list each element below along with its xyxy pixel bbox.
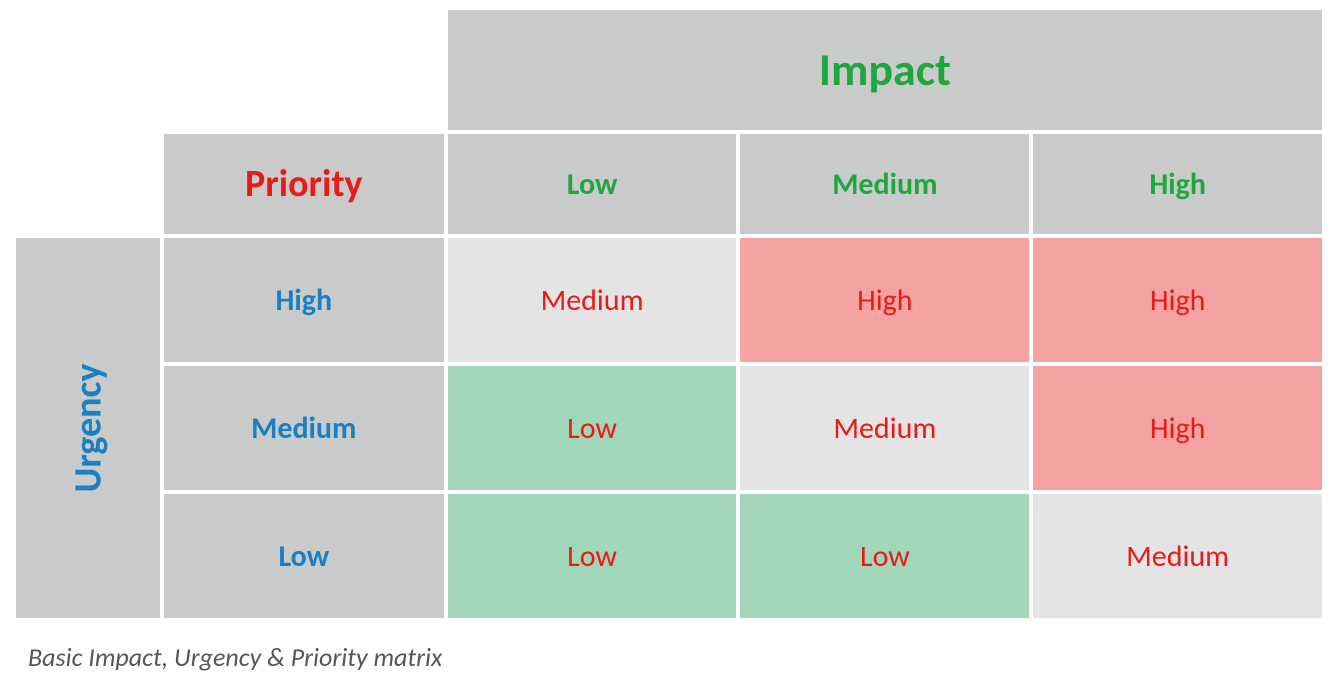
impact-level-low: Low (446, 132, 739, 236)
priority-cell: High (1031, 364, 1324, 492)
blank-cell (14, 8, 162, 132)
priority-cell: Low (446, 364, 739, 492)
impact-level-high: High (1031, 132, 1324, 236)
urgency-level-medium: Medium (162, 364, 446, 492)
impact-header-text: Impact (819, 42, 951, 98)
priority-header-text: Priority (245, 161, 363, 207)
urgency-level-high: High (162, 236, 446, 364)
priority-header-cell: Priority (162, 132, 446, 236)
priority-cell: High (738, 236, 1031, 364)
priority-cell: Low (738, 492, 1031, 620)
urgency-level-low: Low (162, 492, 446, 620)
priority-matrix: Impact Priority Low Medium High Urgency … (14, 8, 1324, 620)
priority-cell: Medium (738, 364, 1031, 492)
priority-cell: Medium (446, 236, 739, 364)
urgency-header-cell: Urgency (14, 236, 162, 620)
impact-level-medium: Medium (738, 132, 1031, 236)
priority-cell: Low (446, 492, 739, 620)
priority-cell: High (1031, 236, 1324, 364)
urgency-header-text: Urgency (65, 364, 111, 493)
priority-cell: Medium (1031, 492, 1324, 620)
impact-header-cell: Impact (446, 8, 1324, 132)
matrix-caption: Basic Impact, Urgency & Priority matrix (28, 641, 442, 673)
blank-cell (162, 8, 446, 132)
blank-cell (14, 132, 162, 236)
